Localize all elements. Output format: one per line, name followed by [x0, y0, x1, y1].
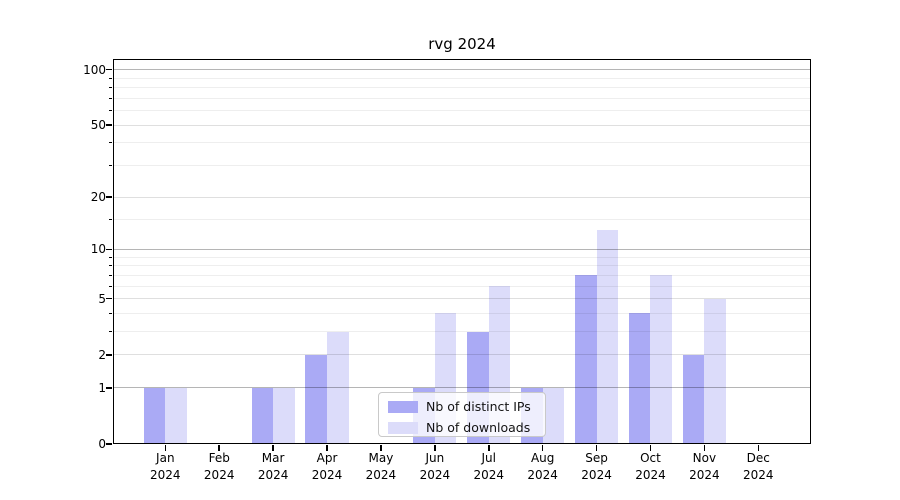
bar — [574, 275, 597, 444]
y-minor-tick — [108, 265, 112, 267]
x-tick — [380, 445, 382, 451]
gridline — [113, 387, 811, 389]
y-minor-tick — [108, 97, 112, 99]
x-tick — [218, 445, 220, 451]
y-minor-tick — [108, 218, 112, 220]
y-minor-tick — [108, 331, 112, 333]
bar — [165, 387, 187, 444]
y-tick — [106, 248, 112, 251]
x-tick-label: Apr 2024 — [311, 451, 343, 482]
plot-area — [113, 59, 811, 444]
legend-swatch-downloads — [388, 421, 418, 434]
y-tick — [106, 68, 112, 71]
y-minor-tick — [108, 312, 112, 314]
bar — [628, 313, 651, 444]
x-tick — [434, 445, 436, 451]
y-tick-label: 100 — [83, 62, 106, 77]
y-tick — [106, 297, 112, 300]
y-tick-label: 10 — [90, 242, 106, 257]
bar — [650, 275, 673, 444]
y-minor-tick — [108, 142, 112, 144]
y-tick — [106, 196, 112, 198]
x-tick — [541, 445, 544, 451]
bar — [682, 354, 705, 444]
y-tick-label: 20 — [90, 190, 106, 204]
legend: Nb of distinct IPs Nb of downloads — [378, 392, 546, 437]
gridline — [113, 124, 811, 126]
y-tick — [106, 124, 112, 126]
x-tick — [595, 445, 598, 451]
x-tick-label: Aug 2024 — [527, 451, 558, 482]
x-tick — [272, 445, 274, 451]
gridline — [113, 354, 811, 356]
gridline-minor — [113, 285, 811, 287]
y-minor-tick — [108, 274, 112, 276]
x-tick — [703, 445, 706, 451]
bar — [542, 387, 565, 444]
gridline-minor — [113, 110, 811, 111]
bar — [704, 298, 726, 444]
y-tick-label: 2 — [98, 347, 106, 362]
y-minor-tick — [108, 256, 112, 258]
legend-item-downloads: Nb of downloads — [388, 419, 537, 436]
x-tick-label: Mar 2024 — [257, 451, 289, 482]
gridline — [113, 298, 811, 300]
gridline-minor — [113, 164, 811, 166]
x-tick-label: Nov 2024 — [689, 451, 720, 482]
gridline-minor — [113, 142, 811, 144]
x-tick — [649, 445, 652, 451]
y-tick-label: 50 — [90, 118, 106, 133]
x-tick-label: Jun 2024 — [419, 451, 451, 482]
y-minor-tick — [108, 86, 112, 88]
y-tick — [106, 443, 112, 445]
y-tick-label: 0 — [98, 437, 106, 451]
x-tick-label: Jan 2024 — [150, 451, 181, 482]
bar — [251, 387, 274, 444]
bar — [327, 331, 349, 444]
bar — [305, 354, 328, 444]
y-minor-tick — [108, 285, 112, 287]
gridline-minor — [113, 77, 811, 79]
y-tick — [106, 354, 112, 356]
x-tick-label: May 2024 — [365, 451, 397, 482]
gridline-minor — [113, 331, 811, 333]
y-minor-tick — [108, 164, 112, 166]
gridline-minor — [113, 312, 811, 314]
gridline-minor — [113, 86, 811, 88]
gridline — [113, 248, 811, 250]
y-tick-label: 1 — [98, 380, 106, 395]
x-tick-label: Jul 2024 — [473, 451, 505, 482]
bar — [596, 229, 619, 444]
legend-label-distinct-ips: Nb of distinct IPs — [426, 399, 531, 414]
x-tick-label: Feb 2024 — [203, 451, 235, 482]
x-tick — [488, 445, 490, 451]
chart-title: rvg 2024 — [428, 35, 496, 53]
gridline-minor — [113, 256, 811, 258]
gridline-minor — [113, 265, 811, 267]
gridline-minor — [113, 97, 811, 99]
y-minor-tick — [108, 110, 112, 111]
legend-swatch-distinct-ips — [388, 400, 418, 413]
gridline — [113, 196, 811, 198]
gridline — [113, 69, 811, 71]
y-minor-tick — [108, 77, 112, 79]
x-tick-label: Dec 2024 — [743, 451, 774, 482]
y-tick — [106, 387, 112, 389]
y-tick-label: 5 — [98, 291, 106, 306]
gridline-minor — [113, 218, 811, 220]
x-tick — [326, 445, 328, 451]
x-tick-label: Oct 2024 — [635, 451, 666, 482]
bar — [143, 387, 166, 444]
x-tick — [164, 445, 167, 451]
gridline-minor — [113, 274, 811, 276]
bar — [273, 387, 295, 444]
x-tick — [757, 445, 760, 451]
grid-layer — [113, 59, 811, 444]
legend-item-distinct-ips: Nb of distinct IPs — [388, 398, 537, 415]
x-tick-label: Sep 2024 — [581, 451, 612, 482]
legend-label-downloads: Nb of downloads — [426, 420, 531, 435]
